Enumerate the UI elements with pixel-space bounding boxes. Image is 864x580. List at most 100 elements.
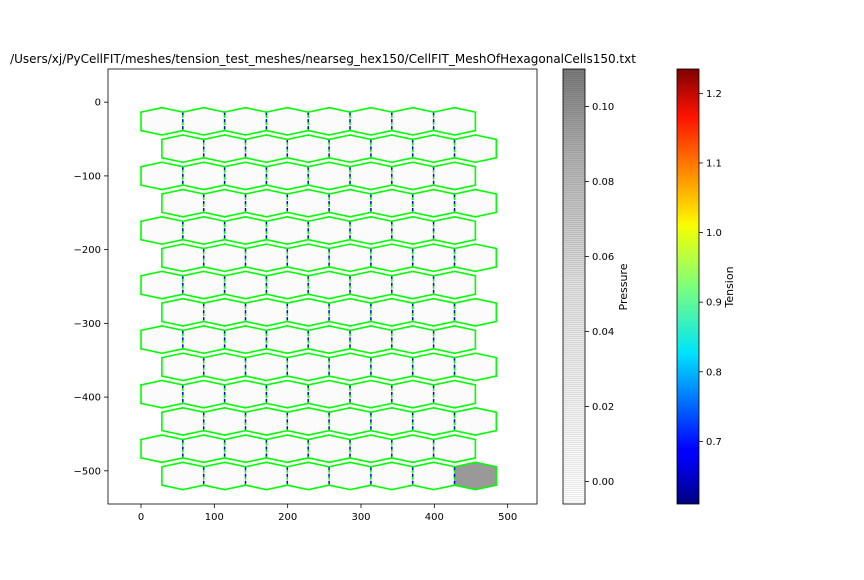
mesh-cell <box>182 271 225 299</box>
boundary-edge <box>390 157 414 164</box>
boundary-edge <box>244 484 268 491</box>
boundary-edge <box>474 297 498 304</box>
boundary-edge <box>244 270 268 277</box>
boundary-edge <box>411 161 435 168</box>
mesh-cell <box>308 271 350 299</box>
mesh-cell <box>412 244 455 272</box>
boundary-edge <box>265 406 289 414</box>
boundary-edge <box>432 352 456 359</box>
boundary-edge <box>370 238 393 245</box>
boundary-edge <box>202 297 226 304</box>
boundary-edge <box>182 352 205 359</box>
boundary-edge <box>453 134 477 141</box>
boundary-edge <box>390 293 414 300</box>
boundary-edge <box>244 402 268 409</box>
boundary-edge <box>244 161 268 168</box>
mesh-cell <box>266 325 309 354</box>
pressure-colorbar-label: Pressure <box>617 263 630 310</box>
boundary-edge <box>140 293 163 300</box>
boundary-edge <box>390 184 414 191</box>
boundary-edge <box>202 320 226 327</box>
boundary-edge <box>453 216 477 223</box>
boundary-edge <box>161 320 184 327</box>
boundary-edge <box>453 266 477 273</box>
boundary-edge <box>182 406 205 414</box>
y-axis: 0 −100 −200 −300 −400 −500 <box>74 98 108 477</box>
boundary-edge <box>265 348 289 355</box>
boundary-edge <box>307 461 330 468</box>
boundary-edge <box>349 325 372 332</box>
mesh-cell <box>245 244 288 272</box>
boundary-edge <box>474 406 498 414</box>
boundary-edge <box>223 270 247 277</box>
colorbar-tick-label: 0.9 <box>706 298 722 309</box>
boundary-edge <box>370 184 393 191</box>
boundary-edge <box>349 266 372 273</box>
mesh-cell <box>161 353 204 381</box>
boundary-edge <box>202 325 226 332</box>
boundary-edge <box>182 106 205 113</box>
mesh-cell <box>224 271 267 299</box>
mesh-cell <box>350 325 392 354</box>
boundary-edge <box>202 375 226 382</box>
boundary-edge <box>432 106 456 113</box>
boundary-edge <box>307 297 330 304</box>
boundary-edge <box>328 161 351 168</box>
boundary-edge <box>265 216 289 223</box>
boundary-edge <box>411 293 435 300</box>
mesh-cell <box>433 325 476 354</box>
boundary-edge <box>411 375 435 382</box>
boundary-edge <box>432 406 456 414</box>
boundary-edge <box>182 161 205 168</box>
boundary-edge <box>161 216 184 223</box>
boundary-edge <box>453 429 477 436</box>
boundary-edge <box>265 320 289 327</box>
boundary-edge <box>307 406 330 414</box>
mesh-cell <box>454 462 497 490</box>
boundary-edge <box>265 379 289 386</box>
boundary-edge <box>161 461 184 468</box>
boundary-edge <box>265 293 289 300</box>
boundary-edge <box>432 211 456 218</box>
mesh-cell <box>370 407 413 436</box>
boundary-edge <box>453 157 477 164</box>
boundary-edge <box>432 216 456 223</box>
boundary-edge <box>182 238 205 245</box>
boundary-edge <box>307 211 330 218</box>
boundary-edge <box>411 216 435 223</box>
boundary-edge <box>349 243 372 250</box>
boundary-edge <box>286 297 310 304</box>
boundary-edge <box>411 238 435 245</box>
boundary-edge <box>223 238 247 245</box>
boundary-edge <box>390 270 414 277</box>
boundary-edge <box>286 157 310 164</box>
boundary-edge <box>161 188 184 195</box>
boundary-edge <box>411 243 435 250</box>
boundary-edge <box>307 266 330 273</box>
boundary-edge <box>432 375 456 382</box>
boundary-edge <box>286 434 310 441</box>
boundary-edge <box>202 348 226 355</box>
boundary-edge <box>307 320 330 327</box>
boundary-edge <box>265 429 289 436</box>
mesh-cell <box>454 407 497 436</box>
mesh-cell <box>433 435 476 463</box>
mesh-cell <box>224 380 267 408</box>
mesh-cell <box>141 325 183 354</box>
boundary-edge <box>223 243 247 250</box>
mesh-cell <box>308 216 350 245</box>
boundary-edge <box>202 429 226 436</box>
mesh-cell <box>203 462 246 490</box>
mesh-cell <box>287 134 330 163</box>
boundary-edge <box>140 325 163 332</box>
mesh-cell <box>370 298 413 326</box>
boundary-edge <box>307 129 330 136</box>
boundary-edge <box>349 106 372 113</box>
mesh-cell <box>141 271 183 299</box>
boundary-edge <box>286 429 310 436</box>
boundary-edge <box>265 211 289 218</box>
mesh-cell <box>266 162 309 190</box>
boundary-edge <box>223 188 247 195</box>
boundary-edge <box>286 188 310 195</box>
